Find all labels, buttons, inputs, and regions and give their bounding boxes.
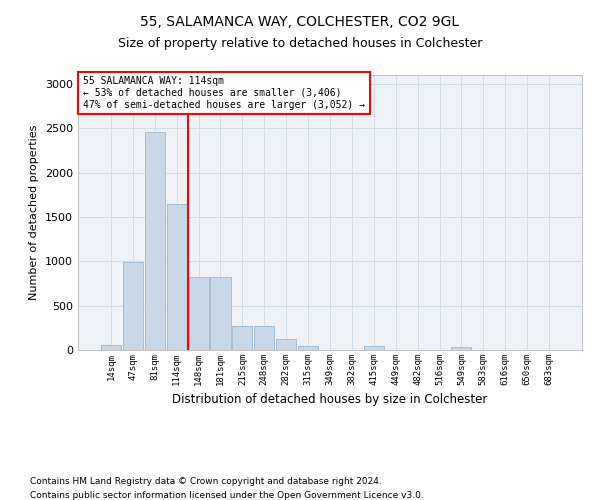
Bar <box>167 204 187 350</box>
Bar <box>101 345 121 350</box>
Bar <box>232 326 253 350</box>
Bar <box>211 278 230 350</box>
Text: 55 SALAMANCA WAY: 114sqm
← 53% of detached houses are smaller (3,406)
47% of sem: 55 SALAMANCA WAY: 114sqm ← 53% of detach… <box>83 76 365 110</box>
Bar <box>451 347 472 350</box>
Text: Contains HM Land Registry data © Crown copyright and database right 2024.: Contains HM Land Registry data © Crown c… <box>30 478 382 486</box>
Bar <box>276 340 296 350</box>
Text: 55, SALAMANCA WAY, COLCHESTER, CO2 9GL: 55, SALAMANCA WAY, COLCHESTER, CO2 9GL <box>140 15 460 29</box>
Y-axis label: Number of detached properties: Number of detached properties <box>29 125 40 300</box>
Bar <box>145 132 165 350</box>
Text: Contains public sector information licensed under the Open Government Licence v3: Contains public sector information licen… <box>30 491 424 500</box>
Bar <box>123 262 143 350</box>
Text: Size of property relative to detached houses in Colchester: Size of property relative to detached ho… <box>118 38 482 51</box>
Bar <box>188 278 209 350</box>
Bar <box>298 346 318 350</box>
Bar <box>254 326 274 350</box>
Bar <box>364 346 384 350</box>
X-axis label: Distribution of detached houses by size in Colchester: Distribution of detached houses by size … <box>172 394 488 406</box>
